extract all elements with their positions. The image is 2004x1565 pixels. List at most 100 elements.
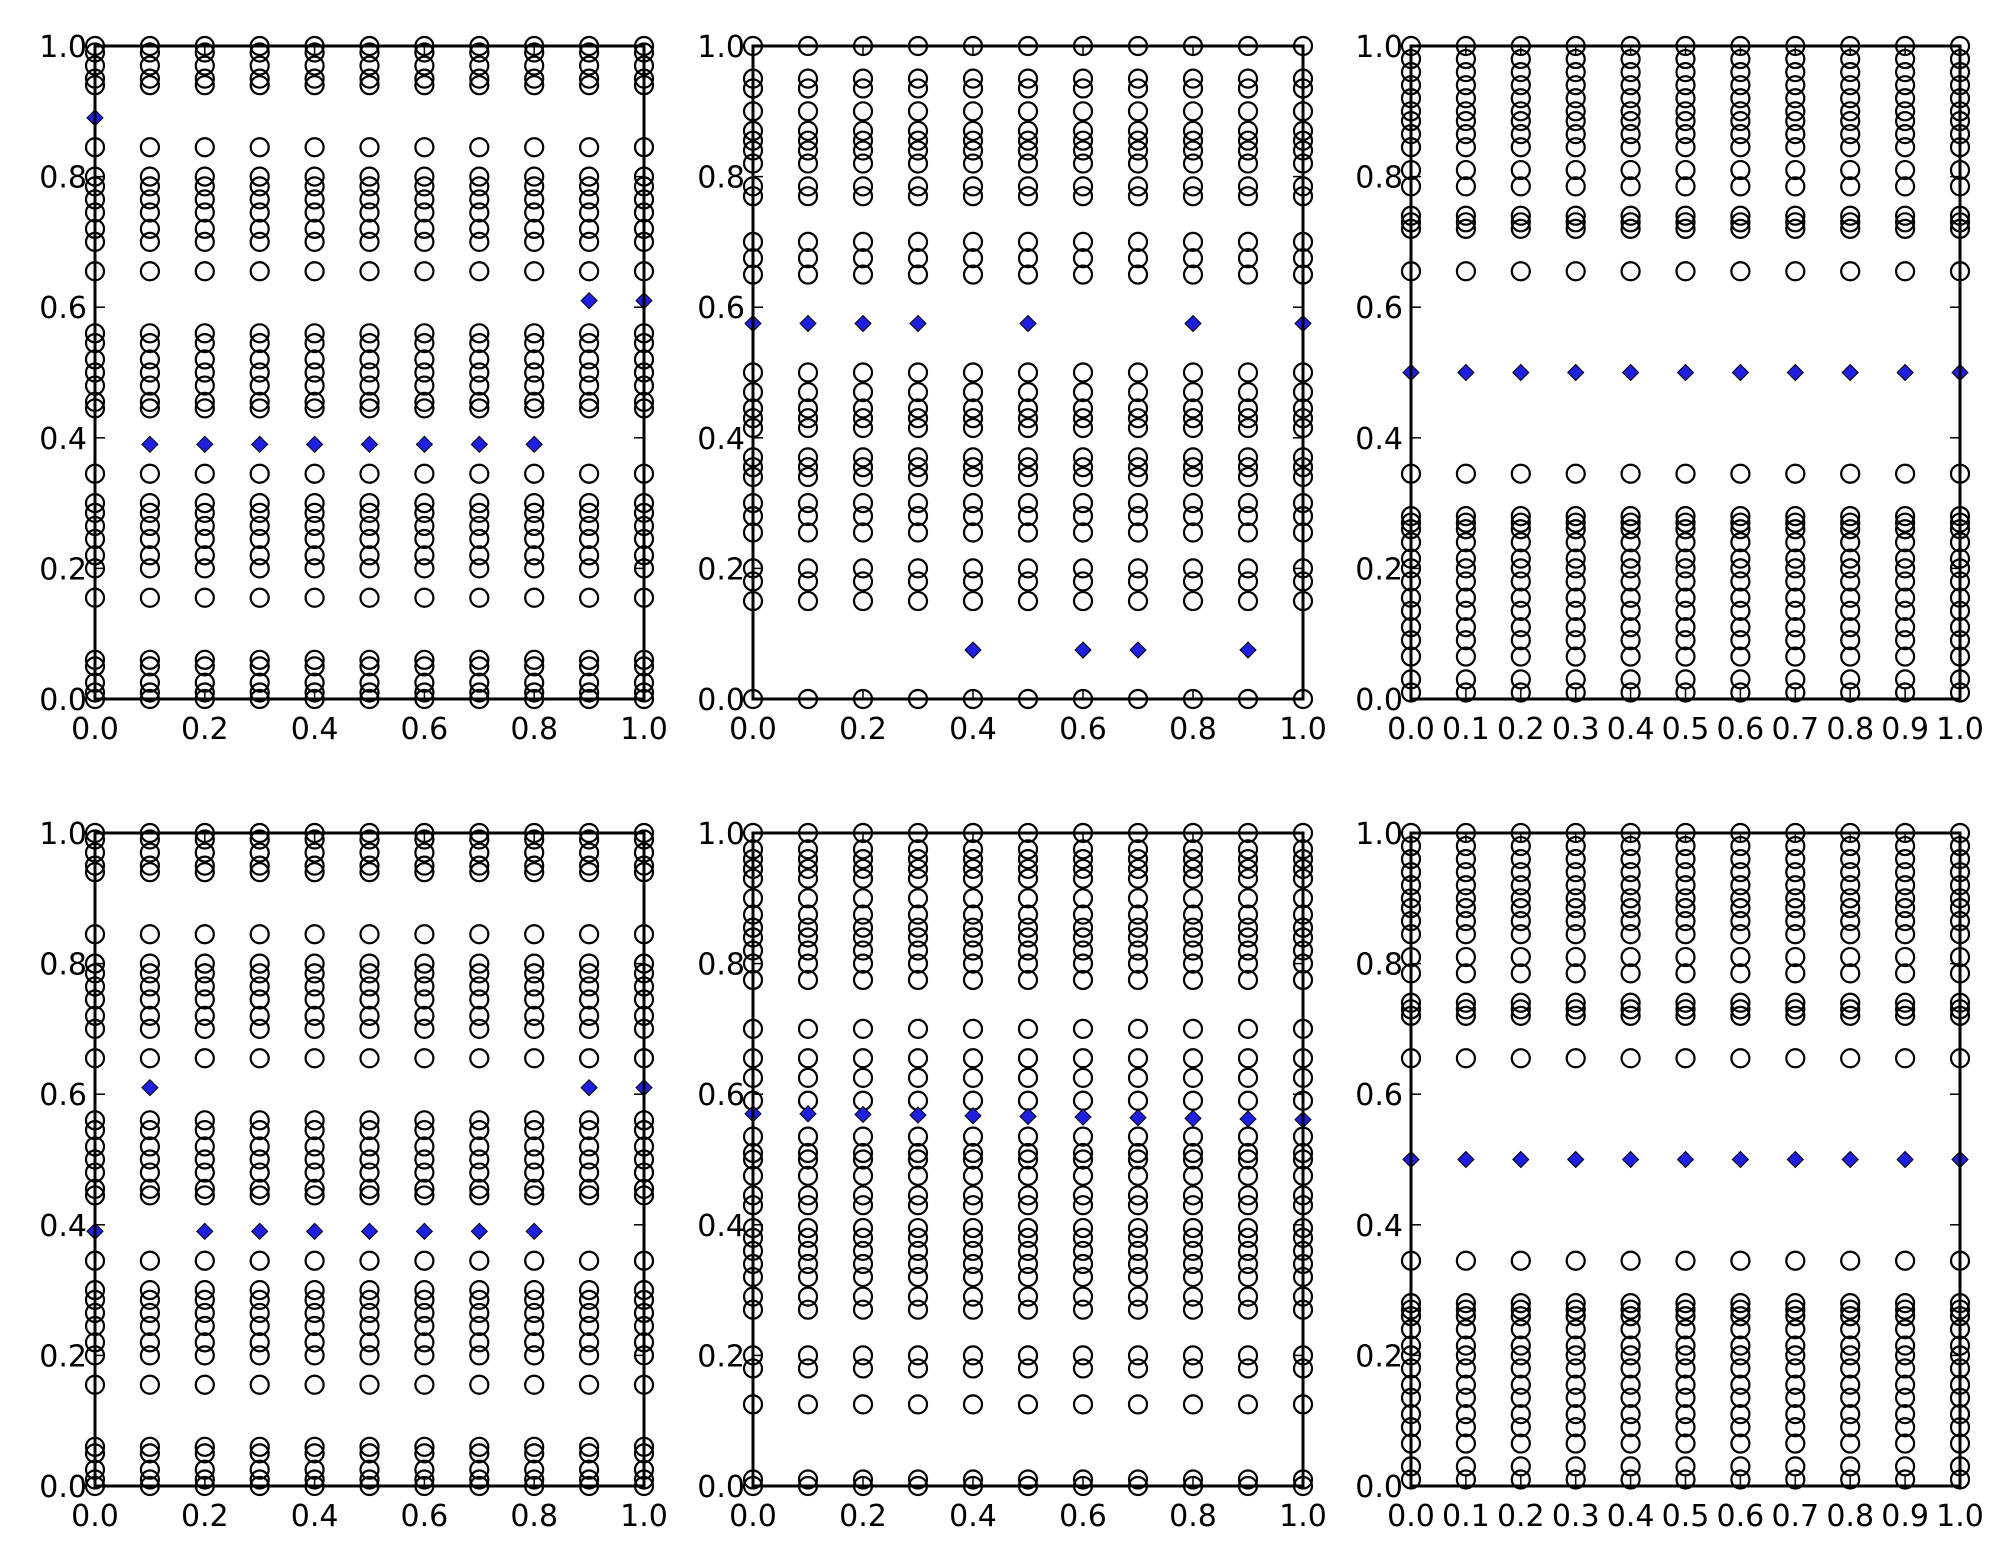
circle-point	[304, 463, 325, 484]
circle-point	[414, 1289, 435, 1310]
circle-point	[469, 398, 490, 419]
circle-point	[1840, 1417, 1861, 1438]
circle-point	[1840, 1048, 1861, 1069]
circle-point	[1730, 875, 1751, 896]
circle-point	[852, 858, 874, 880]
circle-point	[1072, 888, 1094, 909]
circle-point	[1620, 110, 1641, 132]
circle-point	[139, 558, 160, 579]
circle-point	[524, 1436, 545, 1457]
circle-point	[1565, 62, 1586, 83]
circle-point	[578, 862, 600, 883]
circle-point	[524, 1374, 545, 1395]
circle-point	[797, 522, 819, 543]
circle-point	[524, 1332, 545, 1353]
circle-point	[1785, 532, 1806, 553]
circle-point	[578, 1178, 600, 1199]
circle-point	[1565, 124, 1586, 145]
circle-point	[139, 75, 160, 96]
circle-point	[1182, 457, 1204, 478]
circle-point	[1455, 218, 1477, 239]
circle-point	[1730, 101, 1751, 122]
circle-point	[852, 1126, 874, 1147]
circle-point	[1455, 875, 1477, 896]
circle-point	[1894, 862, 1916, 883]
circle-point	[1455, 62, 1477, 83]
circle-point	[962, 1227, 984, 1248]
circle-point	[1127, 176, 1149, 197]
circle-point	[907, 969, 929, 991]
circle-point	[797, 1142, 819, 1164]
circle-point	[1840, 999, 1861, 1020]
circle-point	[1565, 1335, 1586, 1356]
circle-point	[1675, 897, 1696, 919]
diamond-point	[1184, 1109, 1202, 1128]
circle-point	[194, 682, 215, 703]
circle-point	[1127, 153, 1149, 174]
circle-point	[1237, 1253, 1259, 1275]
circle-point	[1017, 1358, 1039, 1379]
circle-point	[139, 1185, 160, 1206]
circle-point	[1620, 506, 1641, 527]
circle-point	[359, 953, 380, 974]
circle-point	[414, 1149, 435, 1170]
circle-point	[1455, 101, 1477, 122]
circle-point	[1840, 212, 1861, 233]
circle-point	[139, 672, 160, 693]
circle-point	[578, 218, 600, 239]
circle-point	[1510, 205, 1531, 226]
circle-point	[1455, 999, 1477, 1020]
circle-point	[1730, 261, 1751, 282]
circle-point	[1620, 646, 1641, 667]
circle-point	[1840, 137, 1861, 158]
circle-point	[852, 1469, 874, 1490]
y-axis: 0.00.20.40.60.81.0	[39, 817, 644, 1505]
circle-point	[194, 1162, 215, 1183]
circle-point	[1510, 1250, 1531, 1271]
circle-point	[1072, 1358, 1094, 1379]
circle-point	[1565, 571, 1586, 592]
circle-point	[1840, 963, 1861, 984]
circle-point	[1510, 75, 1531, 96]
x-tick-label: 0.2	[839, 712, 887, 747]
circle-point	[578, 1185, 600, 1206]
circle-point	[797, 1217, 819, 1239]
circle-point	[578, 42, 600, 63]
circle-point	[1127, 1266, 1149, 1288]
circle-point	[304, 391, 325, 412]
circle-point	[414, 55, 435, 76]
circle-point	[194, 55, 215, 76]
circle-point	[1894, 669, 1916, 690]
circle-point	[1840, 1456, 1861, 1477]
circle-point	[1455, 463, 1477, 484]
circle-point	[1565, 1404, 1586, 1425]
y-tick-label: 0.4	[39, 422, 87, 457]
circle-point	[414, 558, 435, 579]
circle-point	[1127, 417, 1149, 439]
circle-point	[852, 1165, 874, 1186]
circle-point	[1840, 1335, 1861, 1356]
circle-point	[139, 545, 160, 566]
circle-point	[249, 545, 270, 566]
circle-point	[469, 649, 490, 670]
circle-point	[1455, 630, 1477, 651]
circle-point	[1730, 600, 1751, 621]
circle-point	[194, 502, 215, 523]
circle-point	[414, 166, 435, 187]
circle-point	[1620, 1250, 1641, 1271]
circle-point	[578, 323, 600, 344]
circle-point	[359, 391, 380, 412]
circle-point	[249, 649, 270, 670]
circle-point	[797, 140, 819, 161]
diamond-point	[1841, 363, 1859, 382]
circle-point	[1510, 862, 1531, 883]
circle-point	[194, 656, 215, 677]
x-tick-label: 0.4	[291, 712, 339, 747]
circle-point	[1730, 646, 1751, 667]
circle-point	[524, 1250, 545, 1271]
circle-point	[1017, 969, 1039, 991]
diamond-markers	[1402, 1150, 1969, 1169]
circle-point	[249, 1005, 270, 1026]
circle-point	[1237, 186, 1259, 207]
